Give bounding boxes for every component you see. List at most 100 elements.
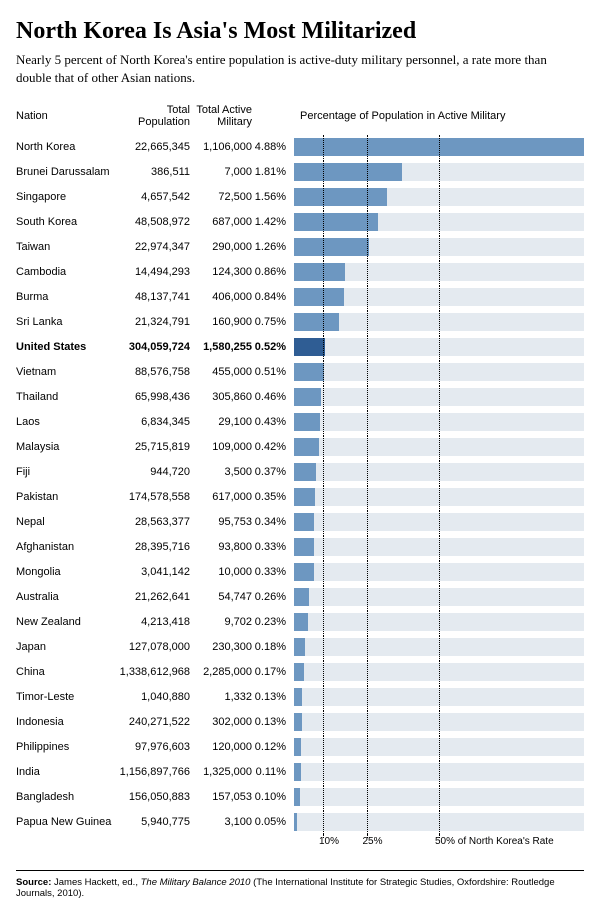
cell-military: 109,000 xyxy=(190,441,252,453)
chart-cell xyxy=(294,785,584,809)
cell-population: 21,324,791 xyxy=(118,316,190,328)
bar xyxy=(294,738,301,756)
cell-military: 9,702 xyxy=(190,616,252,628)
reference-line xyxy=(323,310,324,334)
chart-cell xyxy=(294,285,584,309)
reference-line xyxy=(323,485,324,509)
chart-cell xyxy=(294,185,584,209)
reference-line xyxy=(367,610,368,634)
cell-population: 1,156,897,766 xyxy=(118,766,190,778)
reference-line xyxy=(367,160,368,184)
reference-line xyxy=(439,485,440,509)
reference-line xyxy=(439,160,440,184)
reference-line xyxy=(323,335,324,359)
reference-line xyxy=(367,785,368,809)
cell-military: 29,100 xyxy=(190,416,252,428)
cell-population: 127,078,000 xyxy=(118,641,190,653)
table-row: South Korea48,508,972687,0001.42% xyxy=(16,209,584,234)
reference-line xyxy=(367,360,368,384)
reference-line xyxy=(367,635,368,659)
cell-nation: Pakistan xyxy=(16,491,118,503)
reference-line xyxy=(439,185,440,209)
reference-line xyxy=(367,310,368,334)
bar xyxy=(294,763,301,781)
reference-line xyxy=(323,660,324,684)
cell-nation: Taiwan xyxy=(16,241,118,253)
reference-line xyxy=(323,160,324,184)
cell-percentage: 0.34% xyxy=(252,516,292,528)
cell-military: 120,000 xyxy=(190,741,252,753)
reference-line xyxy=(367,685,368,709)
cell-population: 97,976,603 xyxy=(118,741,190,753)
cell-percentage: 0.10% xyxy=(252,791,292,803)
reference-line xyxy=(439,385,440,409)
table-row: China1,338,612,9682,285,0000.17% xyxy=(16,659,584,684)
cell-military: 72,500 xyxy=(190,191,252,203)
table-header-row: Nation Total Population Total Active Mil… xyxy=(16,104,584,134)
cell-nation: Brunei Darussalam xyxy=(16,166,118,178)
cell-population: 4,213,418 xyxy=(118,616,190,628)
cell-military: 160,900 xyxy=(190,316,252,328)
cell-population: 4,657,542 xyxy=(118,191,190,203)
table-row: Timor-Leste1,040,8801,3320.13% xyxy=(16,684,584,709)
reference-line xyxy=(367,335,368,359)
cell-percentage: 0.11% xyxy=(252,766,292,778)
reference-line xyxy=(439,685,440,709)
chart-cell xyxy=(294,410,584,434)
bar xyxy=(294,638,305,656)
table-row: Pakistan174,578,558617,0000.35% xyxy=(16,484,584,509)
reference-line xyxy=(439,210,440,234)
cell-population: 28,563,377 xyxy=(118,516,190,528)
reference-line xyxy=(323,360,324,384)
table-row: Nepal28,563,37795,7530.34% xyxy=(16,509,584,534)
axis-row: 10%25%50% of North Korea's Rate xyxy=(16,834,584,848)
cell-percentage: 0.13% xyxy=(252,691,292,703)
cell-percentage: 0.51% xyxy=(252,366,292,378)
cell-military: 124,300 xyxy=(190,266,252,278)
cell-nation: Sri Lanka xyxy=(16,316,118,328)
table-row: Japan127,078,000230,3000.18% xyxy=(16,634,584,659)
reference-line xyxy=(439,135,440,159)
reference-line xyxy=(439,235,440,259)
table-row: Indonesia240,271,522302,0000.13% xyxy=(16,709,584,734)
cell-population: 1,040,880 xyxy=(118,691,190,703)
table-row: Laos6,834,34529,1000.43% xyxy=(16,409,584,434)
bar xyxy=(294,488,315,506)
cell-population: 48,137,741 xyxy=(118,291,190,303)
table-row: Cambodia14,494,293124,3000.86% xyxy=(16,259,584,284)
cell-nation: Japan xyxy=(16,641,118,653)
chart-cell xyxy=(294,235,584,259)
cell-percentage: 0.52% xyxy=(252,341,292,353)
header-nation: Nation xyxy=(16,110,118,122)
subtitle: Nearly 5 percent of North Korea's entire… xyxy=(16,51,584,86)
cell-percentage: 4.88% xyxy=(252,141,292,153)
cell-percentage: 0.42% xyxy=(252,441,292,453)
chart-cell xyxy=(294,485,584,509)
cell-population: 65,998,436 xyxy=(118,391,190,403)
cell-military: 10,000 xyxy=(190,566,252,578)
cell-nation: Philippines xyxy=(16,741,118,753)
bar xyxy=(294,363,324,381)
cell-military: 290,000 xyxy=(190,241,252,253)
cell-population: 944,720 xyxy=(118,466,190,478)
reference-line xyxy=(367,185,368,209)
bar xyxy=(294,163,402,181)
table-row: Philippines97,976,603120,0000.12% xyxy=(16,734,584,759)
table-row: Thailand65,998,436305,8600.46% xyxy=(16,384,584,409)
cell-nation: India xyxy=(16,766,118,778)
cell-military: 406,000 xyxy=(190,291,252,303)
reference-label: 25% xyxy=(363,836,383,847)
chart-cell xyxy=(294,610,584,634)
table-row: New Zealand4,213,4189,7020.23% xyxy=(16,609,584,634)
reference-line xyxy=(323,685,324,709)
chart-cell xyxy=(294,135,584,159)
bar xyxy=(294,538,314,556)
reference-line xyxy=(439,285,440,309)
reference-line xyxy=(323,635,324,659)
chart-cell xyxy=(294,310,584,334)
cell-nation: Fiji xyxy=(16,466,118,478)
bar xyxy=(294,513,314,531)
cell-nation: Timor-Leste xyxy=(16,691,118,703)
header-population: Total Population xyxy=(118,104,190,128)
chart-cell xyxy=(294,710,584,734)
